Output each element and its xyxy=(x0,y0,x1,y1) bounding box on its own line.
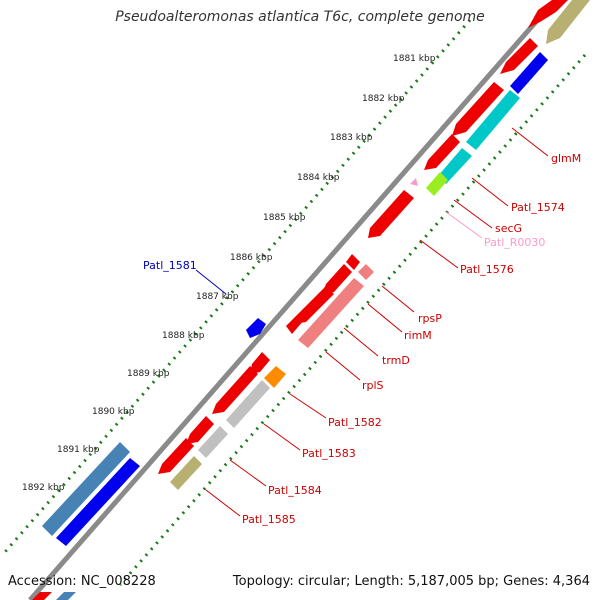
gene-label-patl-1585[interactable]: Patl_1585 xyxy=(242,513,296,526)
leader-line xyxy=(367,303,403,333)
gene-arrow[interactable] xyxy=(528,0,568,28)
gene-arrow[interactable] xyxy=(170,456,202,490)
leader-line xyxy=(445,211,483,239)
leader-line xyxy=(511,127,549,157)
gene-label-trmD[interactable]: trmD xyxy=(382,354,410,367)
kbp-tick-label: 1890 kbp xyxy=(92,407,135,417)
gene-arrow[interactable] xyxy=(466,90,520,150)
kbp-tick-label: 1881 kbp xyxy=(393,54,436,64)
gene-label-patl-r0030[interactable]: Patl_R0030 xyxy=(484,236,545,249)
gene-label-secG[interactable]: secG xyxy=(495,222,522,235)
kbp-tick-label: 1883 kbp xyxy=(330,133,373,143)
gene-arrow[interactable] xyxy=(452,82,504,136)
gene-arrow[interactable] xyxy=(500,38,538,74)
gene-arrow[interactable] xyxy=(198,426,228,458)
gene-arrow[interactable] xyxy=(42,442,130,536)
kbp-tick-label: 1891 kbp xyxy=(57,445,100,455)
gene-arrow[interactable] xyxy=(250,352,270,374)
gene-arrow[interactable] xyxy=(368,190,414,238)
kbp-tick-label: 1886 kbp xyxy=(230,253,273,263)
kbp-tick-label: 1885 kbp xyxy=(263,213,306,223)
gene-label-patl-1584[interactable]: Patl_1584 xyxy=(268,484,322,497)
gene-label-rpsP[interactable]: rpsP xyxy=(418,312,442,325)
accession-text: Accession: NC_008228 xyxy=(8,574,156,589)
genome-backbone xyxy=(28,0,557,600)
gene-arrow[interactable] xyxy=(358,264,374,280)
gene-features xyxy=(32,0,590,600)
gene-label-glmM[interactable]: glmM xyxy=(551,152,581,165)
gene-arrow[interactable] xyxy=(186,416,214,444)
label-leader-lines xyxy=(195,127,549,517)
gene-arrow[interactable] xyxy=(246,318,266,338)
kbp-tick-label: 1884 kbp xyxy=(297,173,340,183)
gene-arrow[interactable] xyxy=(410,178,418,186)
kbp-tick-label: 1889 kbp xyxy=(127,369,170,379)
gene-arrow[interactable] xyxy=(322,264,352,294)
leader-line xyxy=(381,285,415,313)
gene-arrow[interactable] xyxy=(346,254,360,270)
gene-label-rplS[interactable]: rplS xyxy=(362,379,384,392)
leader-line xyxy=(195,269,227,295)
gene-arrow[interactable] xyxy=(56,592,76,600)
map-title: Pseudoalteromonas atlantica T6c, complet… xyxy=(115,9,485,25)
kbp-tick-label: 1892 kbp xyxy=(22,483,65,493)
gene-arrow[interactable] xyxy=(546,0,590,44)
gene-arrow[interactable] xyxy=(56,458,140,546)
leader-line xyxy=(453,199,493,229)
gene-arrow[interactable] xyxy=(298,278,364,348)
outer-tick-dotted-line xyxy=(3,19,472,553)
inner-tick-dotted-line xyxy=(118,54,587,586)
gene-label-patl-1574[interactable]: Patl_1574 xyxy=(511,201,565,214)
gene-arrow[interactable] xyxy=(424,134,460,170)
leader-line xyxy=(325,351,361,381)
leader-line xyxy=(289,393,327,419)
gene-label-rimM[interactable]: rimM xyxy=(404,329,432,342)
gene-label-patl-1576[interactable]: Patl_1576 xyxy=(460,263,514,276)
gene-arrow[interactable] xyxy=(212,366,258,414)
leader-line xyxy=(229,459,267,487)
gene-arrow[interactable] xyxy=(264,366,286,388)
gene-label-patl-1582[interactable]: Patl_1582 xyxy=(328,416,382,429)
gene-label-patl-1583[interactable]: Patl_1583 xyxy=(302,447,356,460)
gene-arrow[interactable] xyxy=(294,286,334,324)
gene-arrow[interactable] xyxy=(510,52,548,94)
topology-text: Topology: circular; Length: 5,187,005 bp… xyxy=(232,574,590,589)
leader-line xyxy=(263,423,301,451)
gene-arrow[interactable] xyxy=(286,314,304,334)
kbp-tick-label: 1888 kbp xyxy=(162,331,205,341)
gene-labels: glmM Patl_1574 secG Patl_R0030 Patl_1576… xyxy=(143,152,581,526)
gene-arrow[interactable] xyxy=(226,380,270,428)
gene-label-patl-1581[interactable]: Patl_1581 xyxy=(143,259,197,272)
gene-arrow[interactable] xyxy=(426,172,448,196)
leader-line xyxy=(343,327,379,357)
kbp-tick-label: 1882 kbp xyxy=(362,94,405,104)
kbp-tick-label: 1887 kbp xyxy=(196,292,239,302)
kbp-tick-labels: 1881 kbp 1882 kbp 1883 kbp 1884 kbp 1885… xyxy=(22,54,436,493)
leader-line xyxy=(419,239,459,269)
leader-line xyxy=(205,489,241,517)
gene-arrow[interactable] xyxy=(158,438,194,474)
gene-arrow[interactable] xyxy=(32,592,52,600)
gene-arrow[interactable] xyxy=(438,148,472,184)
leader-line xyxy=(471,177,509,207)
